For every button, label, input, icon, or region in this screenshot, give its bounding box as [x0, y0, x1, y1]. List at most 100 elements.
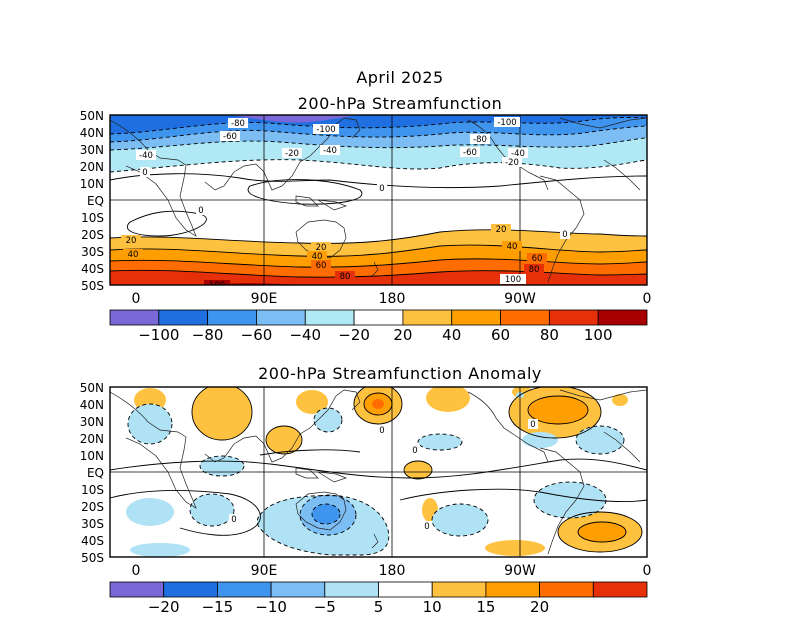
colorbar-swatch: [109, 309, 160, 326]
colorbar-swatch: [378, 581, 433, 598]
lon-tick-label: 90W: [504, 563, 536, 579]
colorbar-tick-label: −10: [255, 598, 287, 616]
contour-label: -20: [282, 148, 302, 159]
lon-tick-label: 180: [379, 291, 406, 307]
coastlines: [110, 117, 647, 283]
colorbar-tick-label: −20: [148, 598, 180, 616]
svg-text:0: 0: [198, 206, 203, 216]
svg-text:-40: -40: [511, 149, 525, 159]
svg-text:0: 0: [530, 420, 535, 430]
lat-tick-label: 30S: [81, 245, 104, 259]
svg-text:-100: -100: [497, 118, 516, 128]
colorbar-swatch: [539, 581, 594, 598]
colorbar-swatch: [592, 581, 648, 598]
negative-anomaly-regions: [126, 392, 624, 557]
colorbar-swatch: [109, 581, 165, 598]
colorbar-tick-label: −5: [314, 598, 336, 616]
colorbar-tick-label: 80: [540, 326, 559, 344]
lat-tick-label: 40S: [81, 534, 104, 548]
coastlines: [110, 389, 647, 555]
svg-text:20: 20: [496, 225, 507, 235]
contour-label: -60: [220, 131, 240, 142]
contour-label: -80: [228, 118, 248, 129]
svg-text:40: 40: [312, 252, 323, 262]
map-frame: [109, 114, 648, 286]
colorbar-tick-label: −15: [202, 598, 234, 616]
lat-tick-label: 10S: [81, 211, 104, 225]
colorbar-swatch: [353, 309, 404, 326]
contour-label: 0: [196, 205, 206, 216]
colorbar-swatch: [500, 309, 550, 326]
contour-label: 0: [140, 167, 150, 178]
colorbar-swatch: [256, 309, 306, 326]
svg-text:20: 20: [316, 243, 327, 253]
contour-label: 0: [560, 229, 570, 240]
figure-title: April 2025: [356, 68, 444, 87]
colorbar-tick-label: 20: [393, 326, 412, 344]
colorbar-tick-label: −40: [289, 326, 321, 344]
lat-tick-label: EQ: [87, 194, 104, 208]
contour-label: 100: [500, 274, 526, 285]
lon-tick-label: 0: [643, 563, 652, 579]
svg-text:40: 40: [507, 242, 518, 252]
lat-tick-label: 10N: [80, 177, 104, 191]
contour-label: 0: [422, 521, 432, 532]
colorbar-swatch: [163, 581, 218, 598]
svg-text:-60: -60: [463, 148, 477, 158]
contour-label: 40: [123, 249, 143, 260]
latitude-axis: 50N 40N 30N 20N 10N EQ 10S 20S 30S 40S 5…: [80, 109, 104, 293]
lon-tick-label: 90E: [251, 563, 278, 579]
lon-tick-label: 90W: [504, 291, 536, 307]
map-frame: [109, 386, 648, 558]
colorbar-swatch: [324, 581, 379, 598]
colorbar-swatch: [431, 581, 487, 598]
contour-label: -60: [460, 147, 480, 158]
lat-tick-label: 20S: [81, 228, 104, 242]
colorbar-tick-label: 15: [476, 598, 495, 616]
contour-label: 100: [204, 280, 230, 291]
lat-tick-label: 50S: [81, 279, 104, 293]
colorbar-tick-label: 20: [530, 598, 549, 616]
contour-label: 0: [410, 445, 420, 456]
lat-tick-label: 40N: [80, 126, 104, 140]
contour-label: 60: [311, 260, 331, 271]
svg-text:-40: -40: [139, 151, 153, 161]
lat-tick-label: 50N: [80, 109, 104, 123]
contour-label: 40: [502, 241, 522, 252]
longitude-axis: 0 90E 180 90W 0: [132, 291, 652, 307]
lat-tick-label: 50S: [81, 551, 104, 565]
contour-label: 0: [229, 514, 239, 525]
contour-label: 0: [377, 183, 387, 194]
svg-text:100: 100: [209, 281, 225, 291]
svg-text:0: 0: [231, 515, 236, 525]
svg-text:-100: -100: [316, 125, 335, 135]
svg-text:80: 80: [340, 272, 351, 282]
colorbar-tick-label: 5: [374, 598, 384, 616]
svg-text:-20: -20: [505, 158, 519, 168]
colorbar-tick-label: 100: [584, 326, 613, 344]
lat-tick-label: 40S: [81, 262, 104, 276]
svg-text:-60: -60: [223, 132, 237, 142]
colorbar-swatch: [485, 581, 540, 598]
contour-label: 0: [377, 425, 387, 436]
contour-label: -40: [320, 145, 340, 156]
lat-tick-label: 20S: [81, 500, 104, 514]
svg-text:100: 100: [505, 275, 521, 285]
colorbar-swatch: [451, 309, 501, 326]
colorbar-swatch: [402, 309, 453, 326]
colorbar-tick-label: 60: [491, 326, 510, 344]
svg-text:-20: -20: [285, 149, 299, 159]
colorbar-swatch: [304, 309, 355, 326]
svg-text:0: 0: [412, 446, 417, 456]
colorbar-swatch: [597, 309, 648, 326]
lat-tick-label: 30S: [81, 517, 104, 531]
panel-1-title: 200-hPa Streamfunction: [297, 94, 503, 113]
colorbar-swatch: [270, 581, 326, 598]
colorbar-swatch: [548, 309, 599, 326]
svg-text:60: 60: [316, 261, 327, 271]
longitude-axis: 0 90E 180 90W 0: [132, 563, 652, 579]
svg-text:20: 20: [126, 236, 137, 246]
contour-label: -20: [502, 157, 522, 168]
svg-text:0: 0: [379, 426, 384, 436]
